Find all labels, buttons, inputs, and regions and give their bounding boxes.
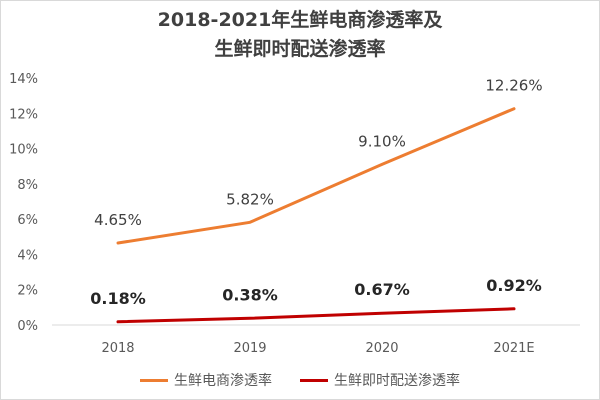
legend-swatch-ecommerce [140,378,168,382]
chart-title-line2: 生鲜即时配送渗透率 [214,38,386,60]
series-layer [116,107,516,324]
series-line-0 [116,107,516,245]
legend-label-instant-delivery: 生鲜即时配送渗透率 [334,373,460,389]
data-label-series-0: 12.26% [485,77,542,95]
data-label-series-0: 4.65% [94,211,142,229]
y-tick-label: 2% [17,284,38,299]
x-tick-label: 2021E [493,341,534,356]
data-label-series-1: 0.38% [222,285,278,304]
x-tick-label: 2020 [365,341,398,356]
chart-title: 2018-2021年生鲜电商渗透率及 生鲜即时配送渗透率 [0,6,600,64]
data-label-series-1: 0.18% [90,289,146,308]
legend-label-ecommerce: 生鲜电商渗透率 [174,373,272,389]
chart-title-line1: 2018-2021年生鲜电商渗透率及 [157,9,443,31]
y-tick-label: 8% [17,178,38,193]
series-line-1 [116,307,516,324]
legend: 生鲜电商渗透率 生鲜即时配送渗透率 [0,368,600,392]
x-tick-label: 2019 [233,341,266,356]
y-tick-label: 10% [9,143,38,158]
legend-swatch-instant-delivery [300,378,328,382]
y-tick-label: 14% [9,72,38,87]
y-tick-label: 12% [9,107,38,122]
legend-item-instant-delivery: 生鲜即时配送渗透率 [300,370,460,390]
data-label-layer: 4.65% 5.82% 9.10% 12.26% 0.18% 0.38% 0.67% 0.92… [90,77,542,308]
y-tick-label: 6% [17,213,38,228]
x-tick-label: 2018 [101,341,134,356]
data-label-series-1: 0.92% [486,276,542,295]
y-tick-label: 4% [17,248,38,263]
data-label-series-1: 0.67% [354,280,410,299]
y-tick-label: 0% [17,319,38,334]
data-label-series-0: 9.10% [358,132,406,150]
data-label-series-0: 5.82% [226,190,274,208]
legend-item-ecommerce: 生鲜电商渗透率 [140,370,272,390]
axes-layer: 0% 2% 4% 6% 8% 10% 12% 14% 2018 2019 2020 2021E [9,72,580,356]
